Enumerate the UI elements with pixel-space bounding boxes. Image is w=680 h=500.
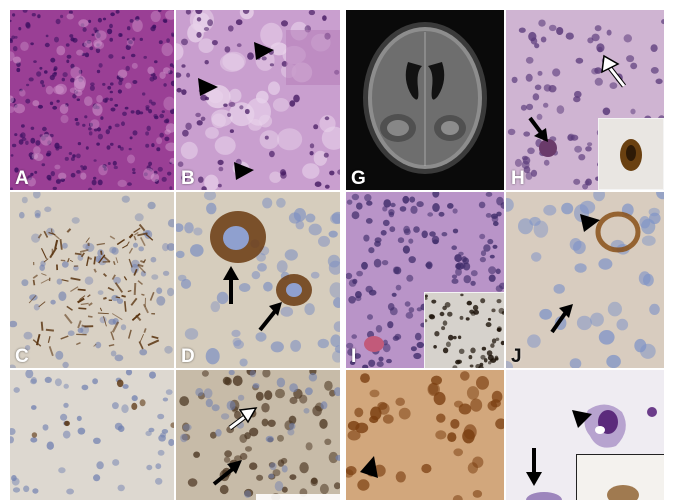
arrowhead-icon bbox=[572, 410, 592, 428]
panel-h-he-histology: H bbox=[506, 10, 664, 190]
panel-f-ihc-stain bbox=[176, 370, 340, 500]
panel-j-tissue bbox=[506, 192, 664, 368]
arrow-icon bbox=[228, 407, 258, 430]
panel-g-label: G bbox=[351, 168, 366, 189]
panel-l-cytology bbox=[506, 370, 664, 500]
arrowhead-icon bbox=[254, 42, 274, 60]
panel-g-brain-mri bbox=[346, 10, 504, 190]
panel-k-tissue bbox=[346, 370, 504, 500]
panel-a-label: A bbox=[15, 168, 29, 189]
panel-h-label: H bbox=[511, 168, 525, 189]
panel-j-label: J bbox=[511, 346, 522, 367]
panel-i-inset bbox=[424, 292, 504, 368]
panel-b-tissue bbox=[176, 10, 340, 190]
arrow-icon bbox=[528, 116, 548, 142]
panel-d-ihc-stain: D bbox=[176, 192, 340, 368]
panel-j-ihc-stain: J bbox=[506, 192, 664, 368]
panel-h-inset bbox=[598, 118, 664, 190]
panel-a-tissue bbox=[10, 10, 174, 190]
panel-c-tissue bbox=[10, 192, 174, 368]
panel-i-he-histology: I bbox=[346, 192, 504, 368]
panel-k-ihc-stain bbox=[346, 370, 504, 500]
arrow-icon bbox=[526, 448, 542, 486]
arrow-icon bbox=[212, 460, 242, 486]
panel-l-inset bbox=[576, 454, 664, 500]
arrow-icon bbox=[550, 304, 573, 334]
arrow-icon bbox=[601, 54, 626, 88]
panel-g-mri-scan: G bbox=[346, 10, 504, 190]
panel-i-label: I bbox=[351, 346, 357, 367]
panel-a-he-histology: A bbox=[10, 10, 174, 190]
arrowhead-icon bbox=[360, 456, 378, 478]
panel-e-ihc-stain bbox=[10, 370, 174, 500]
arrow-icon bbox=[223, 266, 239, 304]
panel-d-tissue bbox=[176, 192, 340, 368]
arrowhead-icon bbox=[234, 162, 254, 180]
panel-c-ihc-stain: C bbox=[10, 192, 174, 368]
panel-c-label: C bbox=[15, 346, 29, 367]
panel-f-tissue bbox=[176, 370, 340, 500]
arrow-icon bbox=[258, 302, 282, 332]
panel-b-label: B bbox=[181, 168, 195, 189]
panel-b-he-histology: B bbox=[176, 10, 340, 190]
arrowhead-icon bbox=[580, 214, 600, 232]
panel-d-label: D bbox=[181, 346, 195, 367]
panel-e-tissue bbox=[10, 370, 174, 500]
arrowhead-icon bbox=[198, 78, 218, 96]
